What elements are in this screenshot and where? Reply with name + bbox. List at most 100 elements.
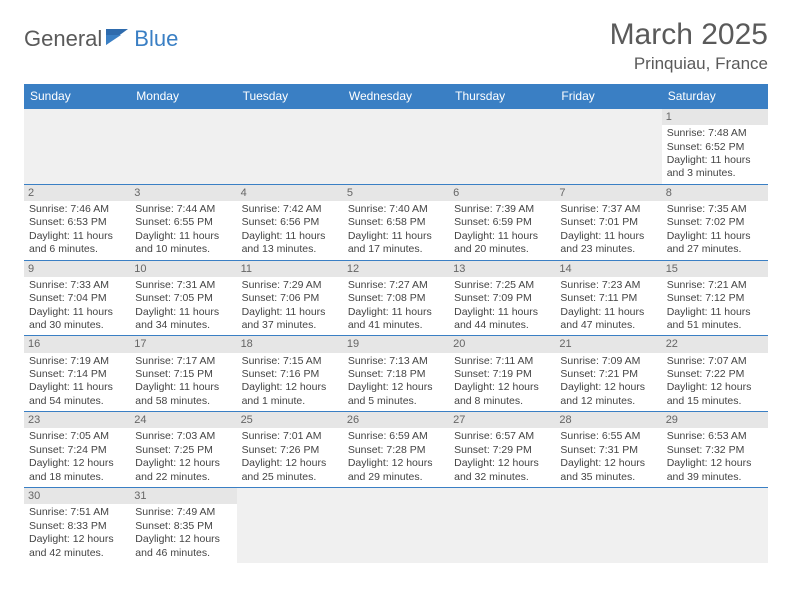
sunset-text: Sunset: 6:55 PM	[135, 216, 231, 229]
sunset-text: Sunset: 6:59 PM	[454, 216, 550, 229]
location-label: Prinquiau, France	[610, 54, 768, 74]
sunset-text: Sunset: 7:29 PM	[454, 444, 550, 457]
day-cell: 7 Sunrise: 7:37 AMSunset: 7:01 PMDaylight…	[555, 184, 661, 260]
calendar-week: 30Sunrise: 7:51 AMSunset: 8:33 PMDayligh…	[24, 488, 768, 563]
daylight-text: Daylight: 11 hours and 17 minutes.	[348, 230, 444, 257]
empty-cell	[449, 488, 555, 563]
day-number: 25	[237, 412, 343, 428]
day-cell: 29 Sunrise: 6:53 AMSunset: 7:32 PMDayligh…	[662, 412, 768, 488]
daylight-text: Daylight: 12 hours and 39 minutes.	[667, 457, 763, 484]
empty-cell	[449, 109, 555, 185]
sunrise-text: Sunrise: 7:35 AM	[667, 203, 763, 216]
daylight-text: Daylight: 11 hours and 30 minutes.	[29, 306, 125, 333]
calendar-week: 23Sunrise: 7:05 AMSunset: 7:24 PMDayligh…	[24, 412, 768, 488]
dow-thursday: Thursday	[449, 84, 555, 109]
day-cell: 27Sunrise: 6:57 AMSunset: 7:29 PMDayligh…	[449, 412, 555, 488]
day-number: 11	[237, 261, 343, 277]
daylight-text: Daylight: 12 hours and 8 minutes.	[454, 381, 550, 408]
daylight-text: Daylight: 12 hours and 5 minutes.	[348, 381, 444, 408]
sunrise-text: Sunrise: 7:09 AM	[560, 355, 656, 368]
logo-text-a: General	[24, 26, 102, 52]
calendar-week: 9Sunrise: 7:33 AMSunset: 7:04 PMDaylight…	[24, 260, 768, 336]
sunrise-text: Sunrise: 6:55 AM	[560, 430, 656, 443]
sunset-text: Sunset: 7:32 PM	[667, 444, 763, 457]
sunset-text: Sunset: 7:05 PM	[135, 292, 231, 305]
sunrise-text: Sunrise: 7:05 AM	[29, 430, 125, 443]
day-cell: 1Sunrise: 7:48 AMSunset: 6:52 PMDaylight…	[662, 109, 768, 185]
sunrise-text: Sunrise: 7:17 AM	[135, 355, 231, 368]
day-cell: 13Sunrise: 7:25 AMSunset: 7:09 PMDayligh…	[449, 260, 555, 336]
sunset-text: Sunset: 7:22 PM	[667, 368, 763, 381]
day-cell: 14Sunrise: 7:23 AMSunset: 7:11 PMDayligh…	[555, 260, 661, 336]
daylight-text: Daylight: 11 hours and 13 minutes.	[242, 230, 338, 257]
day-number: 6	[449, 185, 555, 201]
day-number: 7	[555, 185, 661, 201]
empty-cell	[130, 109, 236, 185]
day-number: 26	[343, 412, 449, 428]
dow-monday: Monday	[130, 84, 236, 109]
sunset-text: Sunset: 7:28 PM	[348, 444, 444, 457]
dow-tuesday: Tuesday	[237, 84, 343, 109]
day-number: 3	[130, 185, 236, 201]
day-number: 24	[130, 412, 236, 428]
sunset-text: Sunset: 7:12 PM	[667, 292, 763, 305]
sunset-text: Sunset: 7:21 PM	[560, 368, 656, 381]
sunrise-text: Sunrise: 6:53 AM	[667, 430, 763, 443]
logo: General Blue	[24, 26, 178, 52]
sunrise-text: Sunrise: 7:42 AM	[242, 203, 338, 216]
day-cell: 11Sunrise: 7:29 AMSunset: 7:06 PMDayligh…	[237, 260, 343, 336]
daylight-text: Daylight: 11 hours and 10 minutes.	[135, 230, 231, 257]
daylight-text: Daylight: 12 hours and 46 minutes.	[135, 533, 231, 560]
daylight-text: Daylight: 11 hours and 44 minutes.	[454, 306, 550, 333]
sunrise-text: Sunrise: 7:46 AM	[29, 203, 125, 216]
day-number: 5	[343, 185, 449, 201]
sunset-text: Sunset: 7:16 PM	[242, 368, 338, 381]
empty-cell	[662, 488, 768, 563]
sunset-text: Sunset: 7:14 PM	[29, 368, 125, 381]
daylight-text: Daylight: 12 hours and 22 minutes.	[135, 457, 231, 484]
day-number: 20	[449, 336, 555, 352]
day-cell: 17Sunrise: 7:17 AMSunset: 7:15 PMDayligh…	[130, 336, 236, 412]
sunset-text: Sunset: 7:04 PM	[29, 292, 125, 305]
sunrise-text: Sunrise: 6:59 AM	[348, 430, 444, 443]
day-number: 28	[555, 412, 661, 428]
sunrise-text: Sunrise: 7:51 AM	[29, 506, 125, 519]
day-cell: 15Sunrise: 7:21 AMSunset: 7:12 PMDayligh…	[662, 260, 768, 336]
sunrise-text: Sunrise: 7:37 AM	[560, 203, 656, 216]
daylight-text: Daylight: 11 hours and 23 minutes.	[560, 230, 656, 257]
daylight-text: Daylight: 11 hours and 6 minutes.	[29, 230, 125, 257]
page-header: General Blue March 2025 Prinquiau, Franc…	[24, 18, 768, 74]
sunset-text: Sunset: 7:19 PM	[454, 368, 550, 381]
daylight-text: Daylight: 12 hours and 25 minutes.	[242, 457, 338, 484]
day-number: 31	[130, 488, 236, 504]
day-number: 15	[662, 261, 768, 277]
sunrise-text: Sunrise: 7:44 AM	[135, 203, 231, 216]
dow-saturday: Saturday	[662, 84, 768, 109]
calendar-week: 16Sunrise: 7:19 AMSunset: 7:14 PMDayligh…	[24, 336, 768, 412]
sunset-text: Sunset: 7:26 PM	[242, 444, 338, 457]
day-number: 10	[130, 261, 236, 277]
daylight-text: Daylight: 11 hours and 54 minutes.	[29, 381, 125, 408]
sunrise-text: Sunrise: 7:39 AM	[454, 203, 550, 216]
empty-cell	[555, 109, 661, 185]
day-number: 13	[449, 261, 555, 277]
day-number: 14	[555, 261, 661, 277]
daylight-text: Daylight: 11 hours and 51 minutes.	[667, 306, 763, 333]
sunrise-text: Sunrise: 7:31 AM	[135, 279, 231, 292]
empty-cell	[237, 109, 343, 185]
daylight-text: Daylight: 11 hours and 3 minutes.	[667, 154, 763, 181]
title-block: March 2025 Prinquiau, France	[610, 18, 768, 74]
sunset-text: Sunset: 6:53 PM	[29, 216, 125, 229]
day-number: 29	[662, 412, 768, 428]
day-cell: 4Sunrise: 7:42 AMSunset: 6:56 PMDaylight…	[237, 184, 343, 260]
day-number: 21	[555, 336, 661, 352]
daylight-text: Daylight: 12 hours and 15 minutes.	[667, 381, 763, 408]
sunset-text: Sunset: 7:01 PM	[560, 216, 656, 229]
calendar-week: 1Sunrise: 7:48 AMSunset: 6:52 PMDaylight…	[24, 109, 768, 185]
sunrise-text: Sunrise: 7:23 AM	[560, 279, 656, 292]
day-cell: 12Sunrise: 7:27 AMSunset: 7:08 PMDayligh…	[343, 260, 449, 336]
daylight-text: Daylight: 11 hours and 47 minutes.	[560, 306, 656, 333]
sunset-text: Sunset: 7:09 PM	[454, 292, 550, 305]
sunset-text: Sunset: 6:52 PM	[667, 141, 763, 154]
calendar-page: General Blue March 2025 Prinquiau, Franc…	[0, 0, 792, 581]
